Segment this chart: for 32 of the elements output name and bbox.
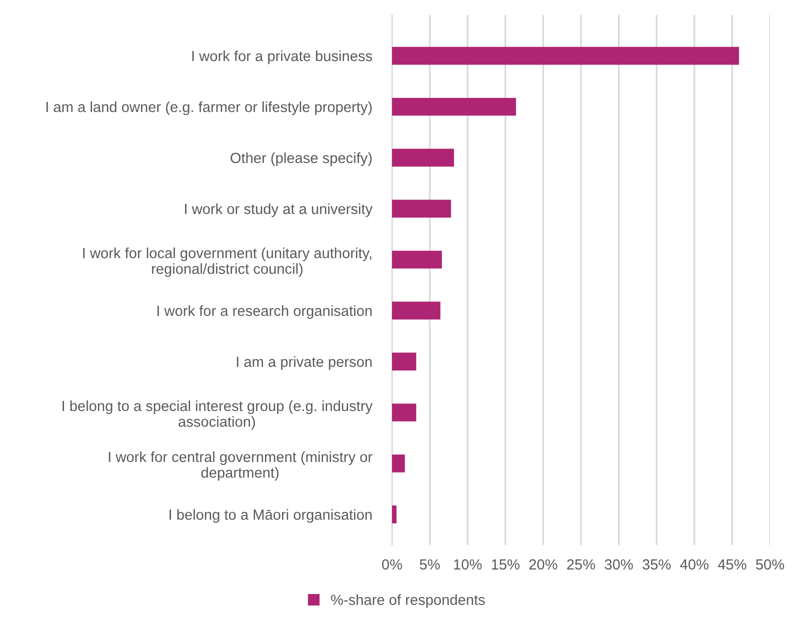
bar [392, 200, 451, 218]
bar [392, 98, 516, 116]
x-tick-label: 25% [567, 559, 596, 570]
y-tick-label: I am a private person [236, 356, 372, 370]
x-tick-label: 20% [529, 559, 558, 570]
x-tick-label: 0% [382, 559, 402, 570]
y-tick-label: I work for a research organisation [157, 305, 372, 319]
bar [392, 454, 405, 472]
bar [392, 352, 416, 370]
x-tick-label: 35% [642, 559, 671, 570]
bar [392, 46, 740, 65]
y-tick-label: I work for local government (unitary authority, regional/district council) [83, 248, 372, 277]
y-tick-label: I belong to a Māori organisation [170, 509, 372, 523]
y-tick-label: I work for central government (ministry or department) [108, 451, 372, 481]
bar [392, 302, 440, 320]
y-tick-label: I work for a private business [192, 50, 372, 64]
legend-label: %-share of respondents [331, 594, 485, 608]
bar [392, 506, 397, 524]
x-tick-label: 10% [454, 559, 482, 570]
x-tick-label: 45% [718, 559, 746, 570]
bar [392, 404, 416, 422]
y-tick-label: I belong to a special interest group (e.g. industry association) [62, 400, 373, 430]
y-tick-label: Other (please specify) [230, 152, 372, 166]
y-tick-label: I work or study at a university [185, 203, 373, 217]
bar [392, 250, 442, 269]
x-tick-label: 40% [680, 559, 708, 570]
x-tick-label: 5% [420, 559, 440, 570]
y-tick-label: I am a land owner (e.g. farmer or lifestyle property) [46, 101, 372, 116]
x-tick-label: 50% [756, 559, 784, 570]
x-tick-label: 15% [492, 559, 520, 570]
bar [392, 148, 454, 167]
x-tick-label: 30% [604, 559, 633, 570]
